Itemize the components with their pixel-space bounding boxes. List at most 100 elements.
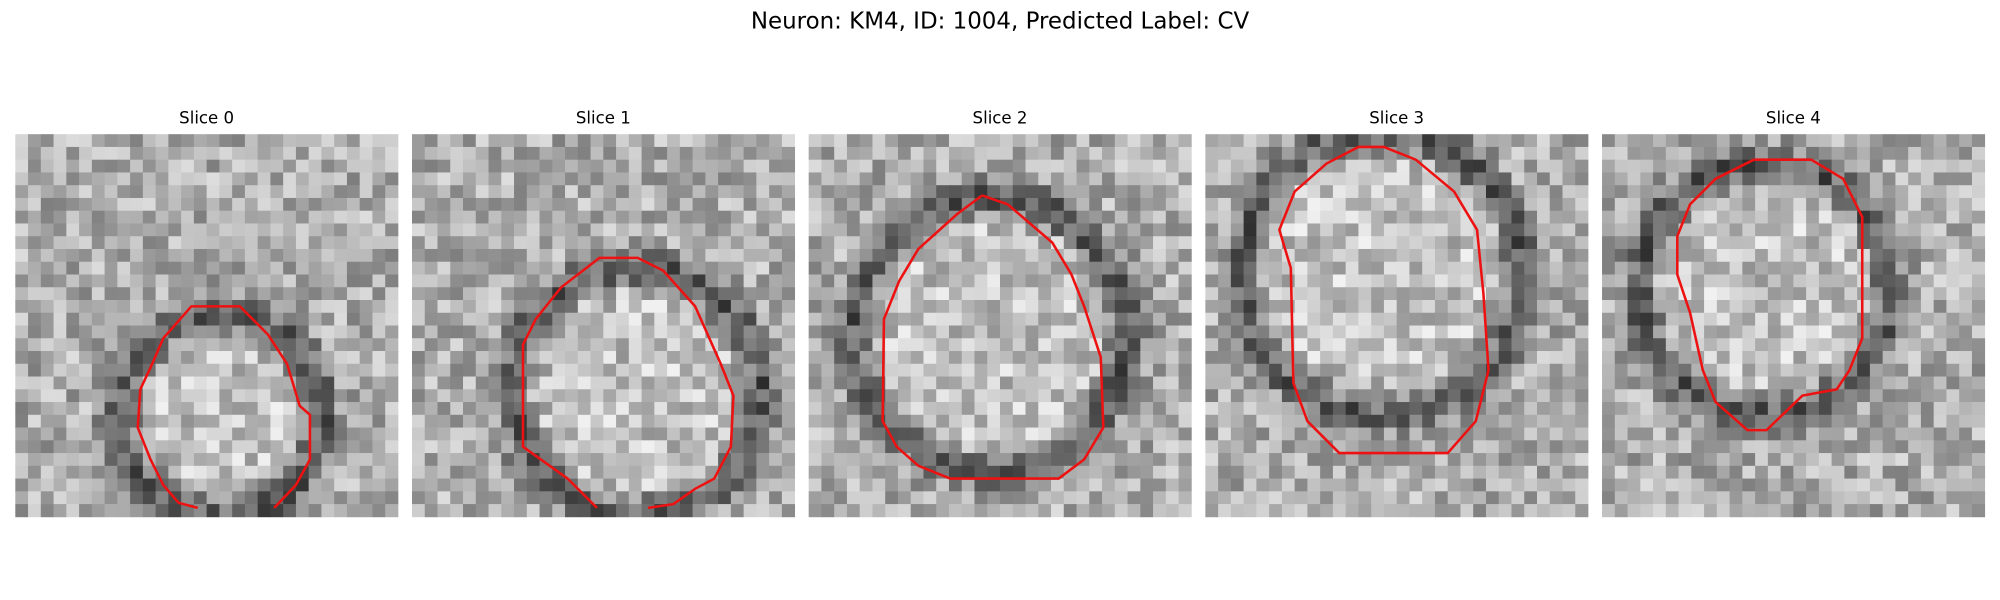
- pixel: [308, 300, 322, 314]
- pixel: [15, 376, 29, 390]
- pixel: [872, 453, 886, 467]
- pixel: [206, 351, 220, 365]
- pixel: [385, 261, 399, 275]
- pixel: [1269, 363, 1283, 377]
- pixel: [359, 261, 373, 275]
- pixel: [1575, 402, 1589, 416]
- pixel: [885, 197, 899, 212]
- pixel: [232, 363, 246, 377]
- pixel: [1793, 414, 1807, 428]
- pixel: [321, 491, 335, 505]
- pixel: [1383, 351, 1398, 365]
- pixel: [1653, 351, 1667, 365]
- pixel: [155, 414, 169, 428]
- pixel: [1409, 185, 1423, 199]
- pixel: [1383, 248, 1398, 263]
- pixel: [1345, 402, 1359, 416]
- pixel: [1869, 338, 1884, 352]
- pixel: [193, 172, 208, 186]
- pixel: [1549, 134, 1563, 148]
- pixel: [1818, 146, 1833, 161]
- pixel: [834, 236, 848, 250]
- pixel: [781, 325, 796, 339]
- pixel: [372, 261, 386, 275]
- pixel: [66, 159, 80, 173]
- pixel: [1971, 491, 1986, 505]
- pixel: [1178, 414, 1192, 428]
- pixel: [91, 172, 105, 186]
- pixel: [1127, 223, 1141, 237]
- pixel: [1473, 274, 1487, 288]
- pixel: [1562, 134, 1576, 148]
- pixel: [1498, 453, 1512, 467]
- pixel: [679, 236, 693, 250]
- pixel: [616, 440, 630, 454]
- pixel: [411, 248, 426, 263]
- pixel: [1383, 465, 1398, 479]
- pixel: [565, 504, 579, 518]
- pixel: [769, 402, 783, 416]
- pixel: [1089, 491, 1103, 505]
- pixel: [1269, 427, 1283, 441]
- pixel: [590, 300, 604, 314]
- pixel: [769, 197, 783, 212]
- pixel: [1396, 185, 1410, 199]
- pixel: [1165, 274, 1179, 288]
- pixel: [1460, 325, 1474, 339]
- pixel: [1767, 248, 1781, 263]
- pixel: [718, 210, 732, 224]
- pixel: [117, 210, 131, 224]
- pixel: [1230, 325, 1245, 339]
- pixel: [385, 351, 399, 365]
- pixel: [1000, 414, 1014, 428]
- pixel: [104, 172, 118, 186]
- pixel: [1511, 172, 1525, 186]
- pixel: [1038, 312, 1052, 326]
- pixel: [1153, 491, 1167, 505]
- pixel: [219, 363, 233, 377]
- pixel: [1485, 172, 1500, 186]
- pixel: [769, 465, 783, 479]
- pixel: [1358, 210, 1372, 224]
- pixel: [974, 465, 988, 479]
- pixel: [372, 414, 386, 428]
- pixel: [1063, 312, 1077, 326]
- pixel: [577, 248, 591, 263]
- pixel: [15, 338, 29, 352]
- pixel: [1946, 427, 1960, 441]
- pixel: [1269, 478, 1283, 492]
- pixel: [961, 478, 975, 492]
- pixel: [1320, 478, 1334, 492]
- pixel: [270, 223, 284, 237]
- pixel: [308, 491, 322, 505]
- pixel: [781, 453, 796, 467]
- pixel: [1012, 261, 1026, 275]
- pixel: [1691, 300, 1705, 314]
- pixel: [334, 440, 348, 454]
- pixel: [181, 325, 195, 339]
- pixel: [961, 312, 975, 326]
- pixel: [295, 146, 310, 161]
- pixel: [155, 287, 169, 301]
- pixel: [1946, 287, 1960, 301]
- pixel: [1294, 376, 1308, 390]
- pixel: [450, 300, 464, 314]
- pixel: [1524, 134, 1538, 148]
- pixel: [1895, 376, 1909, 390]
- pixel: [1627, 172, 1641, 186]
- pixel: [1678, 453, 1692, 467]
- pixel: [923, 223, 937, 237]
- pixel: [1230, 287, 1245, 301]
- pixel: [667, 312, 681, 326]
- pixel: [501, 300, 515, 314]
- pixel: [66, 261, 80, 275]
- pixel: [1345, 274, 1359, 288]
- pixel: [1869, 440, 1884, 454]
- pixel: [321, 478, 335, 492]
- pixel: [1511, 261, 1525, 275]
- pixel: [1000, 287, 1014, 301]
- pixel: [1971, 427, 1986, 441]
- pixel: [1869, 453, 1884, 467]
- pixel: [1409, 351, 1423, 365]
- pixel: [385, 312, 399, 326]
